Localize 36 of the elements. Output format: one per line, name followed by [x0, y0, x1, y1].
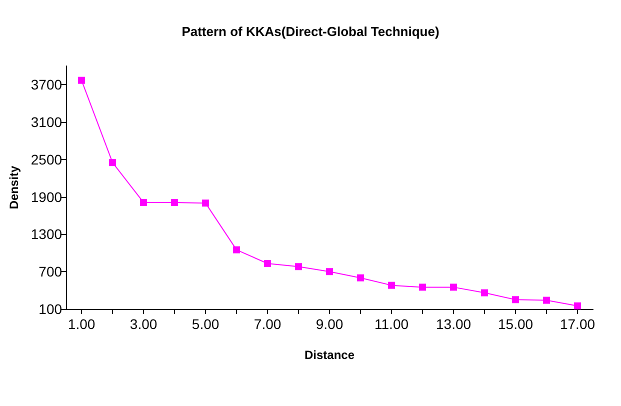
point	[78, 76, 86, 84]
point	[109, 159, 116, 166]
y-tick-label: 100	[38, 301, 62, 317]
point	[140, 198, 148, 206]
point	[543, 296, 550, 304]
x-tick-label: 7.00	[254, 316, 282, 332]
point	[419, 284, 426, 291]
point	[388, 282, 396, 289]
y-tick-label: 1900	[30, 188, 62, 205]
point	[481, 289, 488, 296]
chart-title: Pattern of KKAs(Direct-Global Technique)	[182, 24, 440, 39]
x-tick-label: 1.00	[68, 316, 96, 332]
point	[574, 302, 581, 310]
y-tick-label: 700	[38, 264, 62, 280]
y-axis-title: Density	[7, 166, 21, 210]
x-tick-label: 11.00	[374, 316, 409, 332]
y-tick-label: 2500	[30, 151, 62, 168]
x-tick-label: 3.00	[130, 316, 158, 332]
point	[264, 260, 272, 268]
x-tick-label: 15.00	[498, 316, 534, 332]
point	[326, 268, 334, 276]
x-tick-label: 9.00	[316, 316, 344, 332]
x-tick-label: 13.00	[436, 316, 472, 332]
point	[295, 263, 302, 270]
y-tick-label: 1300	[30, 226, 62, 242]
y-tick-label: 3700	[30, 76, 62, 93]
point	[171, 198, 178, 206]
y-tick-label: 3100	[30, 114, 62, 130]
point	[233, 246, 240, 254]
x-axis-title: Distance	[304, 348, 355, 362]
x-tick-label: 17.00	[560, 316, 596, 332]
point	[202, 200, 210, 207]
x-tick-label: 5.00	[192, 316, 220, 332]
point	[512, 296, 520, 304]
point	[357, 274, 364, 282]
point	[450, 284, 458, 291]
